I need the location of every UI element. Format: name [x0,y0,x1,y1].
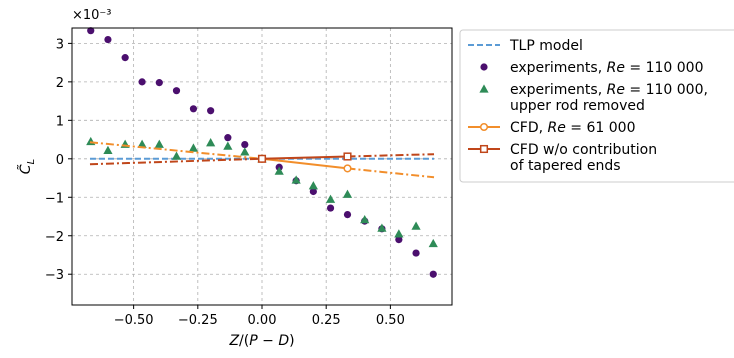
data-point [171,151,182,160]
x-tick-label: 0.00 [248,313,277,328]
data-point [241,140,249,149]
y-tick-label: 0 [56,153,64,168]
x-tick-label: −0.25 [178,313,218,328]
grid [72,28,452,305]
x-tick-label: −0.50 [114,313,154,328]
data-point [480,63,488,71]
data-point [274,166,284,175]
data-point [240,147,250,156]
data-point [207,107,215,115]
data-point [412,249,420,257]
legend-label: TLP model [509,38,583,54]
y-tick-label: 1 [56,114,64,129]
data-point [343,210,352,219]
legend-label-line2: of tapered ends [510,158,621,174]
series-4 [89,152,435,166]
x-tick-label: 0.50 [376,313,405,328]
data-point [155,79,163,87]
y-tick-label: −1 [45,191,64,206]
data-point [172,87,181,95]
data-point [224,134,232,142]
series-line-dashdot [347,153,435,158]
data-point [189,105,198,113]
data-point [154,139,164,148]
y-multiplier-label: ×10⁻³ [72,8,112,23]
data-point [206,138,216,147]
data-point [360,214,370,224]
data-point [377,223,387,232]
data-point [395,235,403,244]
legend-box [459,29,734,183]
y-tick-label: −2 [45,230,64,245]
data-point [188,143,199,152]
legend-label: experiments, Re = 110 000, [510,82,708,98]
y-tick-label: −3 [45,268,64,283]
legend-item-2: experiments, Re = 110 000,upper rod remo… [479,82,708,114]
data-point [86,136,96,146]
data-point [326,204,335,212]
data-point [479,144,489,154]
data-point [104,35,112,44]
data-point [121,54,129,62]
y-axis-label: C̃L [17,159,37,174]
data-point [411,221,421,230]
data-point [103,145,113,155]
legend-item-0: TLP model [468,38,583,54]
series-layer [86,27,438,278]
data-point [342,189,353,198]
data-point [343,152,352,161]
data-point [325,194,336,203]
data-point [428,238,438,248]
legend-label: CFD w/o contribution [510,142,657,158]
series-line-solid [261,155,348,160]
data-point [394,229,404,238]
data-point [479,122,489,132]
series-line-dashdot [89,157,263,166]
data-point [138,78,146,86]
series-line-dashdot [89,141,263,160]
data-point [87,27,95,35]
axes: −0.50 −0.25 0.00 0.25 0.50 3 2 1 0 −1 −2 −3 [45,37,405,328]
data-point [291,175,301,184]
data-point [479,84,489,93]
legend-label: experiments, Re = 110 000 [510,60,703,76]
data-point [308,181,318,190]
legend-label: CFD, Re = 61 000 [510,120,635,136]
legend-label-line2: upper rod removed [510,98,645,114]
x-tick-label: 0.25 [312,313,341,328]
y-tick-label: 3 [56,37,64,52]
y-tick-label: 2 [56,76,64,91]
data-point [223,141,233,150]
legend: TLP model experiments, Re = 110 000 experi… [459,29,734,183]
data-point [343,164,352,173]
legend-item-3: CFD, Re = 61 000 [468,120,635,136]
data-point [309,187,317,196]
series-line-solid [261,157,348,170]
data-point [137,139,147,148]
legend-item-1: experiments, Re = 110 000 [480,60,703,76]
x-axis-label: Z/(P − D) [228,333,294,349]
series-line-dashdot [347,167,435,179]
data-point [429,270,437,278]
data-point [257,154,267,163]
